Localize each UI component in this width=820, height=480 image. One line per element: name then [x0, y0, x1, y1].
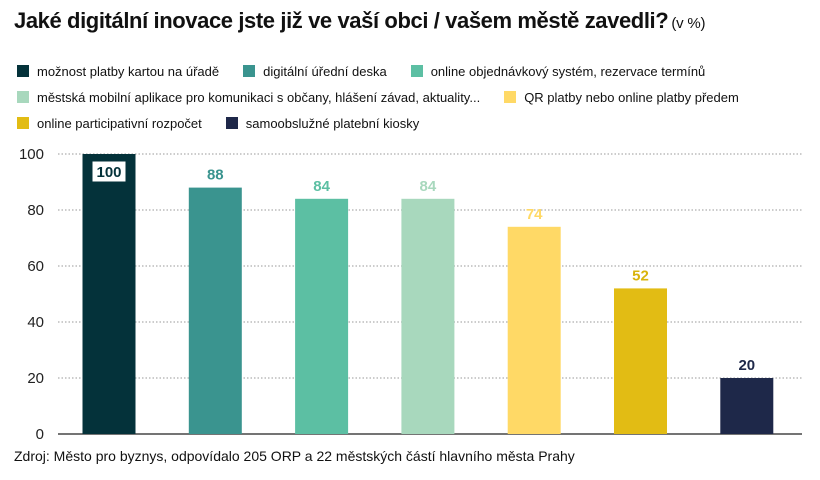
legend-item: online objednávkový systém, rezervace te…	[410, 63, 706, 79]
legend-swatch	[17, 117, 29, 129]
legend-swatch	[225, 117, 238, 129]
y-tick-label: 0	[36, 426, 44, 443]
legend-label: samoobslužné platební kiosky	[245, 115, 420, 131]
bar	[82, 154, 136, 434]
data-label: 52	[632, 267, 649, 284]
legend-swatch	[504, 91, 517, 103]
legend-item: online participativní rozpočet	[17, 116, 202, 131]
chart-title-row: Jaké digitální inovace jste již ve vaší …	[14, 8, 814, 34]
data-label-box	[91, 160, 127, 183]
data-label: 74	[526, 206, 543, 223]
y-tick-label: 60	[27, 258, 44, 275]
chart-unit: (v %)	[671, 15, 706, 32]
data-label: 20	[738, 357, 755, 374]
legend-label: možnost platby kartou na úřadě	[37, 63, 220, 79]
bar	[188, 187, 242, 434]
y-tick-label: 100	[19, 146, 44, 163]
data-label: 84	[420, 178, 437, 195]
legend-label: digitální úřední deska	[263, 63, 387, 79]
data-label: 88	[207, 167, 224, 184]
legend-row: online participativní rozpočet samoobsluž…	[17, 110, 817, 136]
bar	[614, 288, 667, 434]
bar	[720, 378, 774, 434]
y-tick-label: 20	[27, 370, 44, 387]
legend-label: QR platby nebo online platby předem	[524, 89, 739, 105]
legend-item: městská mobilní aplikace pro komunikaci …	[17, 90, 480, 105]
legend-row: městská mobilní aplikace pro komunikaci …	[17, 84, 817, 110]
data-label: 84	[313, 178, 330, 195]
bar	[401, 198, 455, 434]
bar	[507, 226, 561, 434]
legend-label: online objednávkový systém, rezervace te…	[430, 63, 706, 79]
legend-swatch	[410, 65, 423, 77]
bar-chart: 0 20 40 60 80 100 100 88 84 84 74 52 20	[19, 146, 802, 443]
legend-row: možnost platby kartou na úřadě digitální …	[17, 58, 817, 84]
legend-item: samoobslužné platební kiosky	[225, 115, 420, 131]
legend-item: QR platby nebo online platby předem	[504, 90, 739, 105]
y-tick-label: 80	[27, 202, 44, 219]
legend-label: online participativní rozpočet	[37, 115, 202, 131]
legend-item: digitální úřední deska	[243, 64, 387, 79]
legend-swatch	[243, 65, 256, 77]
source-note: Zdroj: Město pro byznys, odpovídalo 205 …	[14, 448, 575, 464]
legend-item: možnost platby kartou na úřadě	[17, 64, 219, 79]
bar	[295, 198, 349, 434]
y-tick-label: 40	[27, 314, 44, 331]
chart-area: 0 20 40 60 80 100 100 88 84 84 74 52 20	[0, 140, 820, 446]
legend-label: městská mobilní aplikace pro komunikaci …	[37, 89, 481, 105]
legend: možnost platby kartou na úřadě digitální …	[17, 58, 817, 136]
legend-swatch	[17, 65, 29, 77]
legend-swatch	[17, 91, 29, 103]
data-label: 100	[96, 164, 121, 181]
chart-title: Jaké digitální inovace jste již ve vaší …	[14, 8, 669, 33]
